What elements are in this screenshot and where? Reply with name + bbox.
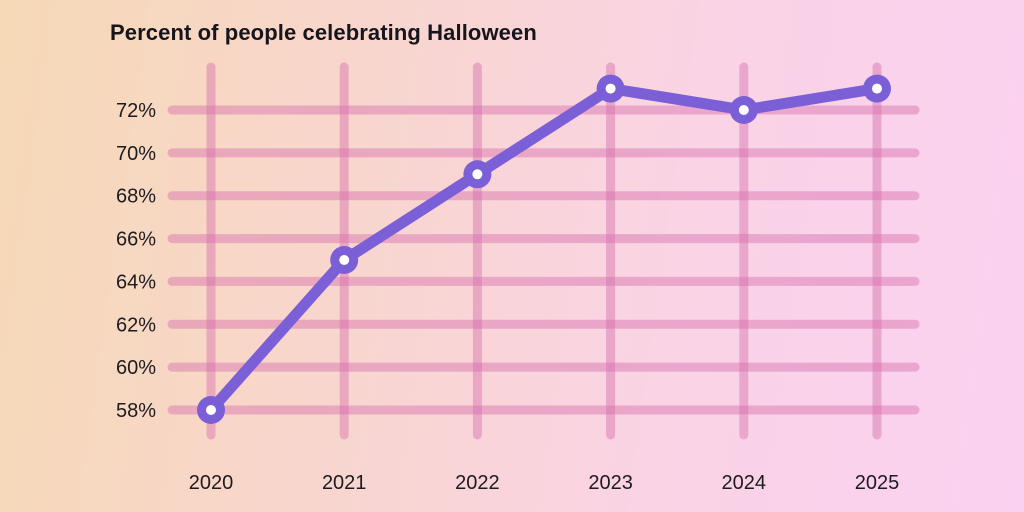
data-point-center-dot xyxy=(605,83,616,94)
gridlines-group xyxy=(167,62,920,440)
data-point-center-dot xyxy=(872,83,882,94)
chart-title: Percent of people celebrating Halloween xyxy=(110,20,537,45)
y-tick-label: 62% xyxy=(116,314,156,336)
x-tick-label: 2024 xyxy=(722,472,767,494)
data-series xyxy=(197,74,891,424)
x-tick-label: 2023 xyxy=(588,472,633,494)
y-tick-label: 64% xyxy=(116,271,156,293)
data-point-center-dot xyxy=(339,255,350,265)
y-tick-label: 70% xyxy=(116,143,156,165)
data-point-center-dot xyxy=(206,405,216,415)
y-tick-label: 72% xyxy=(116,100,156,122)
x-tick-label: 2020 xyxy=(189,472,234,494)
data-point-center-dot xyxy=(738,105,749,115)
y-axis-labels: 58% 60% 62% 64% 66% 68% 70% 72% xyxy=(116,100,156,422)
data-line xyxy=(205,83,883,416)
y-tick-label: 58% xyxy=(116,400,156,422)
x-axis-labels: 2020 2021 2022 2023 2024 2025 xyxy=(189,472,900,494)
y-tick-label: 60% xyxy=(116,357,156,379)
x-tick-label: 2022 xyxy=(455,472,500,494)
data-point-center-dot xyxy=(472,169,483,180)
x-tick-label: 2021 xyxy=(322,472,367,494)
x-tick-label: 2025 xyxy=(855,472,900,494)
y-tick-label: 66% xyxy=(116,229,156,251)
y-tick-label: 68% xyxy=(116,186,156,208)
